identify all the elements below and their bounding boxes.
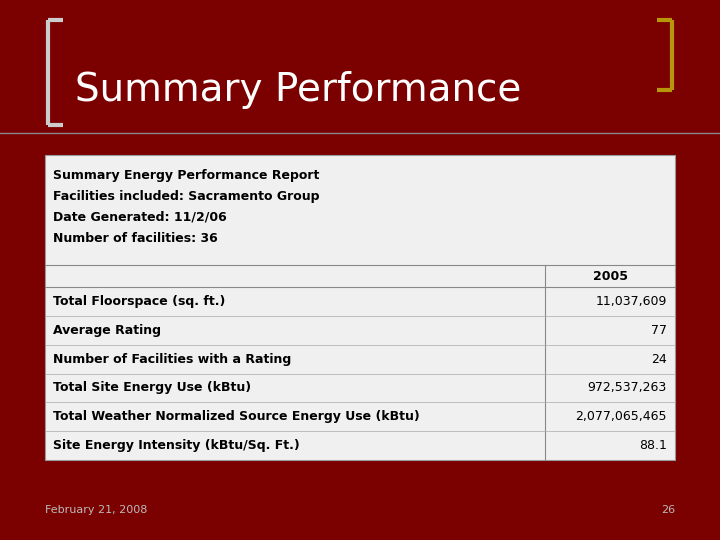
Text: Site Energy Intensity (kBtu/Sq. Ft.): Site Energy Intensity (kBtu/Sq. Ft.): [53, 439, 300, 452]
Text: 24: 24: [652, 353, 667, 366]
Text: 2,077,065,465: 2,077,065,465: [575, 410, 667, 423]
Text: 26: 26: [661, 505, 675, 515]
Text: 972,537,263: 972,537,263: [588, 381, 667, 394]
Text: Date Generated: 11/2/06: Date Generated: 11/2/06: [53, 211, 227, 224]
Text: Summary Performance: Summary Performance: [75, 71, 521, 109]
Bar: [45, 155, 675, 460]
Text: 77: 77: [651, 324, 667, 337]
Text: 88.1: 88.1: [639, 439, 667, 452]
Text: Total Weather Normalized Source Energy Use (kBtu): Total Weather Normalized Source Energy U…: [53, 410, 420, 423]
Text: Average Rating: Average Rating: [53, 324, 161, 337]
Text: Summary Energy Performance Report: Summary Energy Performance Report: [53, 169, 320, 182]
Text: 11,037,609: 11,037,609: [595, 295, 667, 308]
Text: February 21, 2008: February 21, 2008: [45, 505, 148, 515]
Text: Number of Facilities with a Rating: Number of Facilities with a Rating: [53, 353, 292, 366]
Text: Total Floorspace (sq. ft.): Total Floorspace (sq. ft.): [53, 295, 225, 308]
Text: Number of facilities: 36: Number of facilities: 36: [53, 232, 217, 245]
Text: Total Site Energy Use (kBtu): Total Site Energy Use (kBtu): [53, 381, 251, 394]
Text: 2005: 2005: [593, 269, 628, 282]
Text: Facilities included: Sacramento Group: Facilities included: Sacramento Group: [53, 190, 320, 203]
